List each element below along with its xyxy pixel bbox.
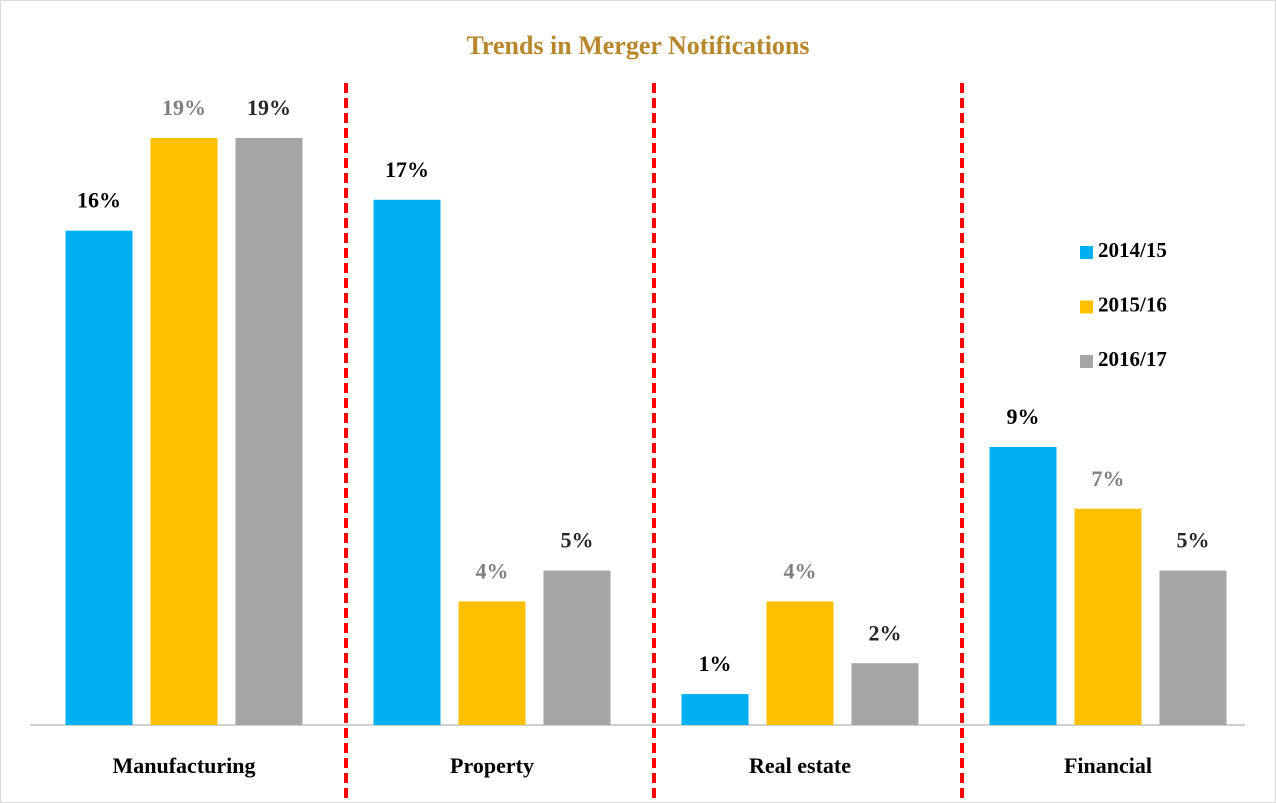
- legend-label: 2016/17: [1098, 347, 1167, 371]
- bar: [150, 138, 218, 725]
- bar: [543, 570, 611, 725]
- legend-label: 2014/15: [1098, 238, 1167, 262]
- data-label: 9%: [1007, 404, 1040, 429]
- bar: [458, 601, 526, 725]
- data-label: 1%: [699, 651, 732, 676]
- data-label: 4%: [476, 558, 509, 583]
- x-tick-label: Property: [450, 753, 534, 778]
- data-label: 19%: [162, 95, 206, 120]
- data-label: 17%: [385, 157, 429, 182]
- bar: [989, 446, 1057, 725]
- bar: [766, 601, 834, 725]
- x-tick-label: Financial: [1064, 753, 1152, 778]
- data-label: 2%: [869, 620, 902, 645]
- chart-title: Trends in Merger Notifications: [466, 31, 809, 60]
- x-tick-label: Real estate: [749, 753, 851, 778]
- legend-swatch: [1080, 300, 1093, 314]
- data-label: 16%: [77, 188, 121, 213]
- legend-label: 2015/16: [1098, 292, 1167, 316]
- data-label: 4%: [784, 558, 817, 583]
- legend-swatch: [1080, 355, 1093, 368]
- bar: [851, 663, 919, 725]
- data-label: 7%: [1092, 466, 1125, 491]
- bar: [235, 138, 303, 725]
- bar: [681, 694, 749, 725]
- x-tick-label: Manufacturing: [113, 753, 256, 778]
- data-label: 5%: [561, 528, 594, 553]
- bar: [1159, 570, 1227, 725]
- bar: [1074, 508, 1142, 725]
- bar: [373, 199, 441, 725]
- data-label: 19%: [247, 95, 291, 120]
- legend-swatch: [1080, 246, 1093, 259]
- data-label: 5%: [1177, 528, 1210, 553]
- bar: [65, 230, 133, 725]
